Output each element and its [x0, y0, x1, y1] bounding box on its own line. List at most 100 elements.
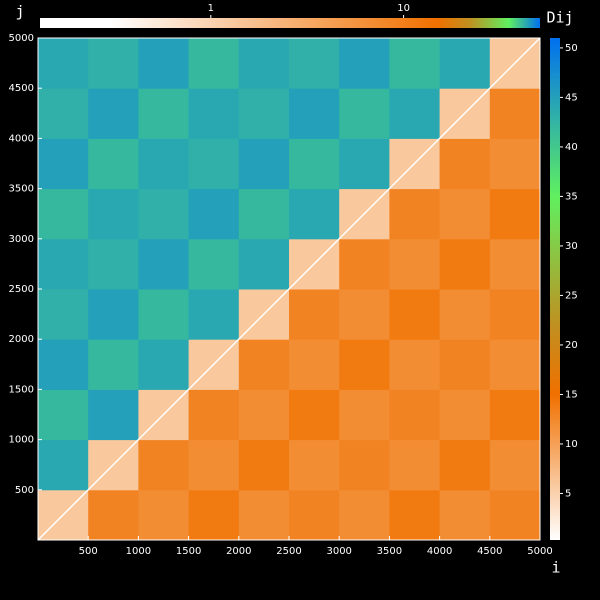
heatmap-cell	[188, 439, 240, 491]
colorbar-tick-label: 30	[565, 241, 578, 252]
heatmap-cell	[289, 439, 340, 491]
heatmap-cell	[88, 489, 139, 541]
heatmap-cell	[439, 289, 491, 340]
heatmap-cell	[88, 389, 139, 441]
heatmap-cell	[238, 489, 290, 541]
heatmap-cell	[38, 138, 89, 190]
y-tick-label: 4500	[9, 83, 34, 94]
heatmap-cell	[339, 88, 390, 139]
heatmap-cell	[489, 439, 541, 491]
x-tick-label: 1000	[126, 546, 151, 557]
heatmap-cell	[389, 339, 441, 390]
heatmap-cell	[389, 238, 441, 290]
heatmap-cell	[389, 38, 441, 89]
heatmap-cell	[489, 138, 541, 190]
y-tick-label: 2000	[9, 334, 34, 345]
x-tick-label: 2000	[226, 546, 251, 557]
heatmap-cell	[439, 339, 491, 390]
x-tick-label: 4500	[477, 546, 502, 557]
heatmap-cell	[289, 389, 340, 441]
heatmap-cell	[489, 389, 541, 441]
log-colorbar	[40, 18, 540, 28]
colorbar-tick-label: 20	[565, 340, 578, 351]
heatmap-cell	[188, 188, 240, 240]
heatmap-cell	[238, 38, 290, 89]
heatmap-cell	[339, 489, 390, 541]
heatmap-cell	[88, 38, 139, 89]
heatmap-cell	[188, 138, 240, 190]
heatmap-cell	[339, 389, 390, 441]
y-tick-label: 5000	[9, 33, 34, 44]
colorbar-tick-label: 50	[565, 43, 578, 54]
heatmap-cell	[188, 238, 240, 290]
log-colorbar-tick-label: 1	[208, 3, 214, 14]
heatmap-cell	[88, 138, 139, 190]
heatmap-cell	[389, 289, 441, 340]
heatmap-cell	[38, 38, 89, 89]
heatmap-cell	[238, 88, 290, 139]
heatmap-cell	[439, 389, 491, 441]
heatmap-cell	[389, 188, 441, 240]
y-tick-label: 500	[15, 485, 34, 496]
heatmap-cell	[389, 389, 441, 441]
heatmap-cell	[389, 88, 441, 139]
heatmap-cell	[138, 489, 190, 541]
heatmap-cell	[38, 439, 89, 491]
heatmap-cell	[339, 238, 390, 290]
heatmap-cell	[238, 238, 290, 290]
heatmap-cell	[38, 88, 89, 139]
colorbar-tick-label: 10	[565, 439, 578, 450]
y-tick-label: 1000	[9, 435, 34, 446]
colorbar-tick-label: 45	[565, 92, 578, 103]
x-tick-label: 2500	[276, 546, 301, 557]
y-tick-label: 4000	[9, 133, 34, 144]
heatmap-cell	[339, 138, 390, 190]
heatmap-cell	[138, 439, 190, 491]
heatmap-cell	[238, 339, 290, 390]
y-tick-label: 3000	[9, 234, 34, 245]
colorbar-tick-label: 25	[565, 290, 578, 301]
heatmap-cell	[439, 138, 491, 190]
x-tick-label: 500	[79, 546, 98, 557]
heatmap-cell	[289, 289, 340, 340]
heatmap-cell	[289, 339, 340, 390]
x-tick-label: 3500	[377, 546, 402, 557]
heatmap-cell	[188, 38, 240, 89]
heatmap-cell	[88, 238, 139, 290]
heatmap-cell	[88, 188, 139, 240]
colorbar-tick-label: 35	[565, 191, 578, 202]
heatmap-cell	[138, 38, 190, 89]
heatmap-cell	[88, 339, 139, 390]
y-tick-label: 1500	[9, 384, 34, 395]
heatmap-cell	[238, 389, 290, 441]
x-tick-label: 4000	[427, 546, 452, 557]
heatmap-cell	[339, 339, 390, 390]
heatmap-cell	[88, 289, 139, 340]
heatmap-cell	[439, 238, 491, 290]
heatmap-cell	[289, 188, 340, 240]
y-tick-label: 2500	[9, 284, 34, 295]
heatmap-cell	[489, 188, 541, 240]
heatmap-cell	[38, 238, 89, 290]
x-tick-label: 3000	[326, 546, 351, 557]
heatmap-cell	[439, 188, 491, 240]
heatmap-cell	[339, 439, 390, 491]
heatmap-cell	[138, 88, 190, 139]
heatmap-cell	[38, 339, 89, 390]
heatmap-cell	[489, 289, 541, 340]
heatmap-cell	[439, 38, 491, 89]
heatmap-cell	[188, 289, 240, 340]
heatmap-cell	[439, 489, 491, 541]
heatmap-cell	[138, 138, 190, 190]
heatmap-cell	[238, 188, 290, 240]
heatmap-cell	[188, 389, 240, 441]
heatmap-cell	[38, 289, 89, 340]
heatmap-cell	[138, 188, 190, 240]
heatmap-cell	[188, 489, 240, 541]
heatmap-cell	[289, 489, 340, 541]
heatmap-cell	[289, 38, 340, 89]
colorbar-tick-label: 5	[565, 488, 571, 499]
heatmap-cell	[389, 489, 441, 541]
heatmap-cell	[489, 238, 541, 290]
